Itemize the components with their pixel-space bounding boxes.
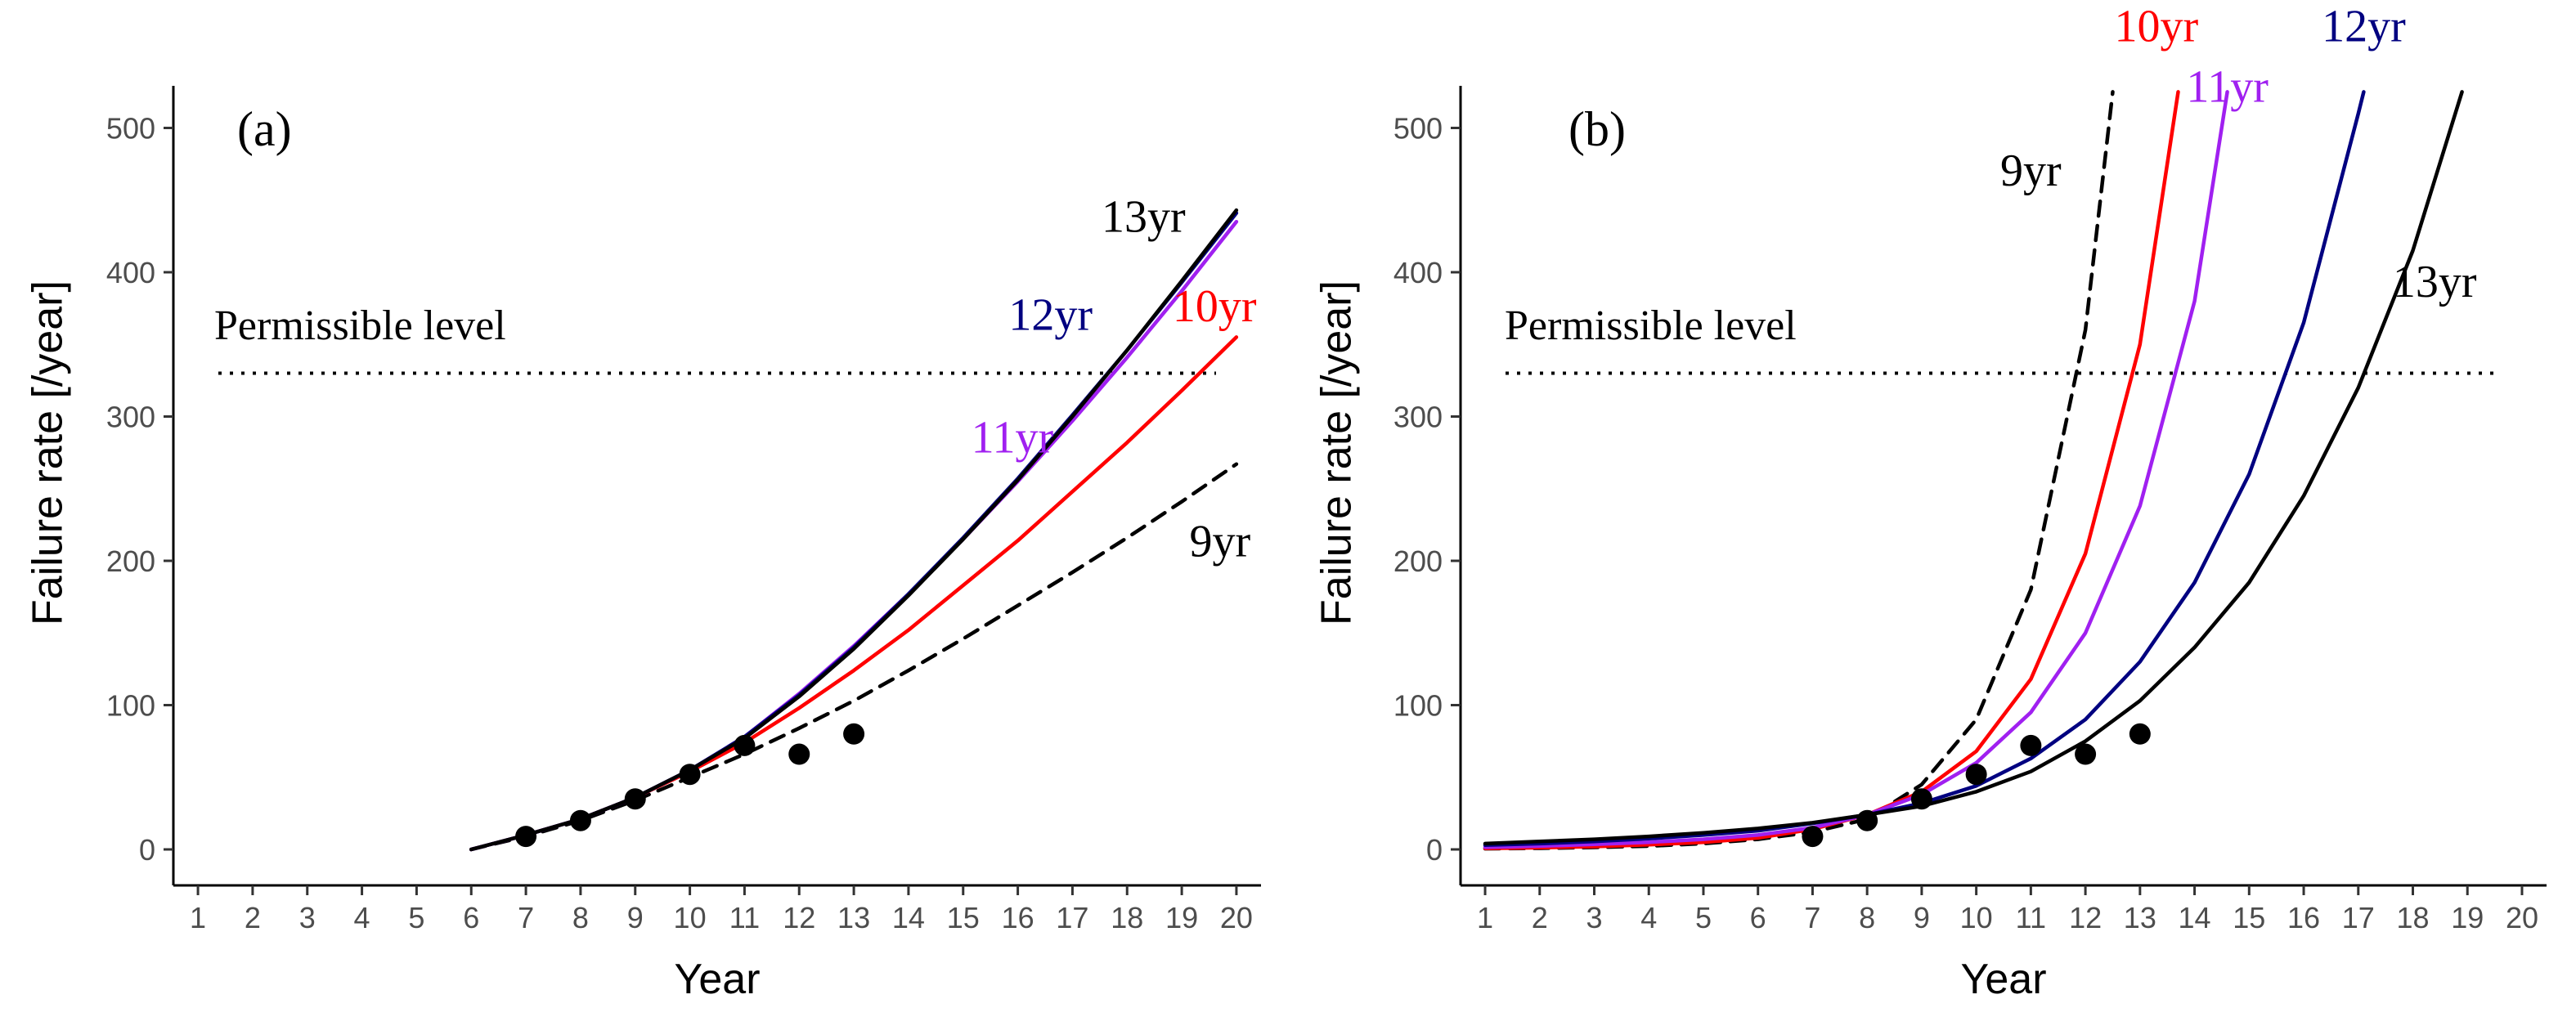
x-tick-label: 16 (1002, 901, 1034, 934)
observed-point (2075, 743, 2097, 765)
x-tick-label: 14 (892, 901, 925, 934)
observed-point (569, 809, 591, 831)
x-tick-label: 3 (299, 901, 316, 934)
x-tick-label: 8 (572, 901, 589, 934)
y-axis-title: Failure rate [/year] (1313, 280, 1361, 625)
x-tick-label: 13 (837, 901, 870, 934)
x-tick-label: 12 (783, 901, 815, 934)
series-label-13yr: 13yr (1102, 192, 1186, 243)
series-label-11yr: 11yr (972, 413, 1054, 464)
x-axis-title: Year (1960, 956, 2046, 1003)
y-tick-label: 300 (1393, 401, 1443, 434)
y-tick-label: 200 (106, 544, 155, 578)
observed-point (788, 743, 810, 765)
x-tick-label: 18 (1111, 901, 1143, 934)
panel-label: (b) (1568, 102, 1626, 156)
x-tick-label: 19 (2451, 901, 2484, 934)
x-tick-label: 19 (1165, 901, 1198, 934)
observed-point (624, 788, 646, 810)
x-tick-label: 1 (190, 901, 206, 934)
x-tick-label: 17 (1056, 901, 1088, 934)
x-tick-label: 12 (2069, 901, 2102, 934)
observed-point (1965, 764, 1987, 786)
y-tick-label: 0 (1426, 833, 1443, 867)
x-tick-label: 2 (245, 901, 261, 934)
y-tick-label: 400 (1393, 256, 1443, 289)
x-tick-label: 11 (2016, 901, 2046, 934)
observed-point (734, 734, 756, 756)
x-tick-label: 2 (1532, 901, 1548, 934)
x-tick-label: 9 (1914, 901, 1930, 934)
observed-point (1856, 809, 1878, 831)
x-tick-label: 3 (1586, 901, 1602, 934)
x-tick-label: 10 (1960, 901, 1993, 934)
x-tick-label: 15 (2233, 901, 2265, 934)
x-tick-label: 15 (947, 901, 980, 934)
series-label-10yr: 10yr (2115, 2, 2199, 52)
permissible-level-label: Permissible level (1505, 302, 1797, 349)
x-tick-label: 6 (463, 901, 479, 934)
observed-point (1910, 788, 1932, 810)
y-tick-label: 200 (1393, 544, 1443, 578)
observed-point (843, 723, 865, 745)
series-line-9yr (469, 462, 1239, 852)
x-tick-label: 5 (1695, 901, 1712, 934)
series-group (1483, 90, 2464, 851)
series-line-12yr (1483, 90, 2366, 847)
series-line-11yr (469, 219, 1239, 852)
series-line-11yr (1483, 90, 2229, 849)
x-tick-label: 17 (2342, 901, 2375, 934)
x-tick-label: 7 (518, 901, 534, 934)
x-tick-label: 18 (2396, 901, 2429, 934)
y-axis-title: Failure rate [/year] (25, 280, 72, 625)
x-tick-label: 6 (1750, 901, 1766, 934)
series-line-13yr (469, 208, 1239, 852)
observed-point (515, 826, 537, 848)
series-label-12yr: 12yr (1008, 290, 1093, 341)
permissible-level-label: Permissible level (214, 302, 506, 349)
x-tick-label: 7 (1804, 901, 1820, 934)
panel-label: (a) (237, 102, 292, 156)
x-tick-label: 20 (1220, 901, 1253, 934)
y-tick-label: 500 (1393, 112, 1443, 146)
x-tick-label: 20 (2506, 901, 2538, 934)
y-tick-label: 100 (106, 689, 155, 723)
y-tick-label: 400 (106, 256, 155, 289)
series-label-12yr: 12yr (2322, 2, 2406, 52)
x-tick-label: 13 (2124, 901, 2156, 934)
observed-point (679, 764, 701, 786)
series-label-11yr: 11yr (2186, 62, 2269, 113)
series-label-10yr: 10yr (1173, 281, 1257, 332)
series-line-10yr (469, 335, 1239, 852)
series-line-12yr (469, 211, 1239, 852)
x-tick-label: 10 (674, 901, 707, 934)
y-tick-label: 500 (106, 112, 155, 146)
series-line-9yr (1483, 90, 2115, 851)
series-label-9yr: 9yr (2000, 146, 2062, 196)
series-line-10yr (1483, 90, 2180, 851)
observed-point (2020, 734, 2042, 756)
x-tick-label: 14 (2179, 901, 2211, 934)
series-group (469, 208, 1239, 852)
x-tick-label: 4 (1640, 901, 1657, 934)
observed-point (1802, 826, 1824, 848)
x-tick-label: 1 (1477, 901, 1493, 934)
y-tick-label: 100 (1393, 689, 1443, 723)
y-tick-label: 0 (139, 833, 155, 867)
x-tick-label: 4 (354, 901, 370, 934)
x-tick-label: 5 (408, 901, 424, 934)
y-tick-label: 300 (106, 401, 155, 434)
series-label-9yr: 9yr (1190, 517, 1251, 567)
series-label-13yr: 13yr (2393, 257, 2477, 307)
x-tick-label: 16 (2287, 901, 2320, 934)
x-axis-title: Year (674, 956, 760, 1003)
x-tick-label: 9 (627, 901, 644, 934)
observed-point (2129, 723, 2151, 745)
x-tick-label: 11 (729, 901, 760, 934)
series-line-13yr (1483, 90, 2464, 846)
x-tick-label: 8 (1859, 901, 1875, 934)
